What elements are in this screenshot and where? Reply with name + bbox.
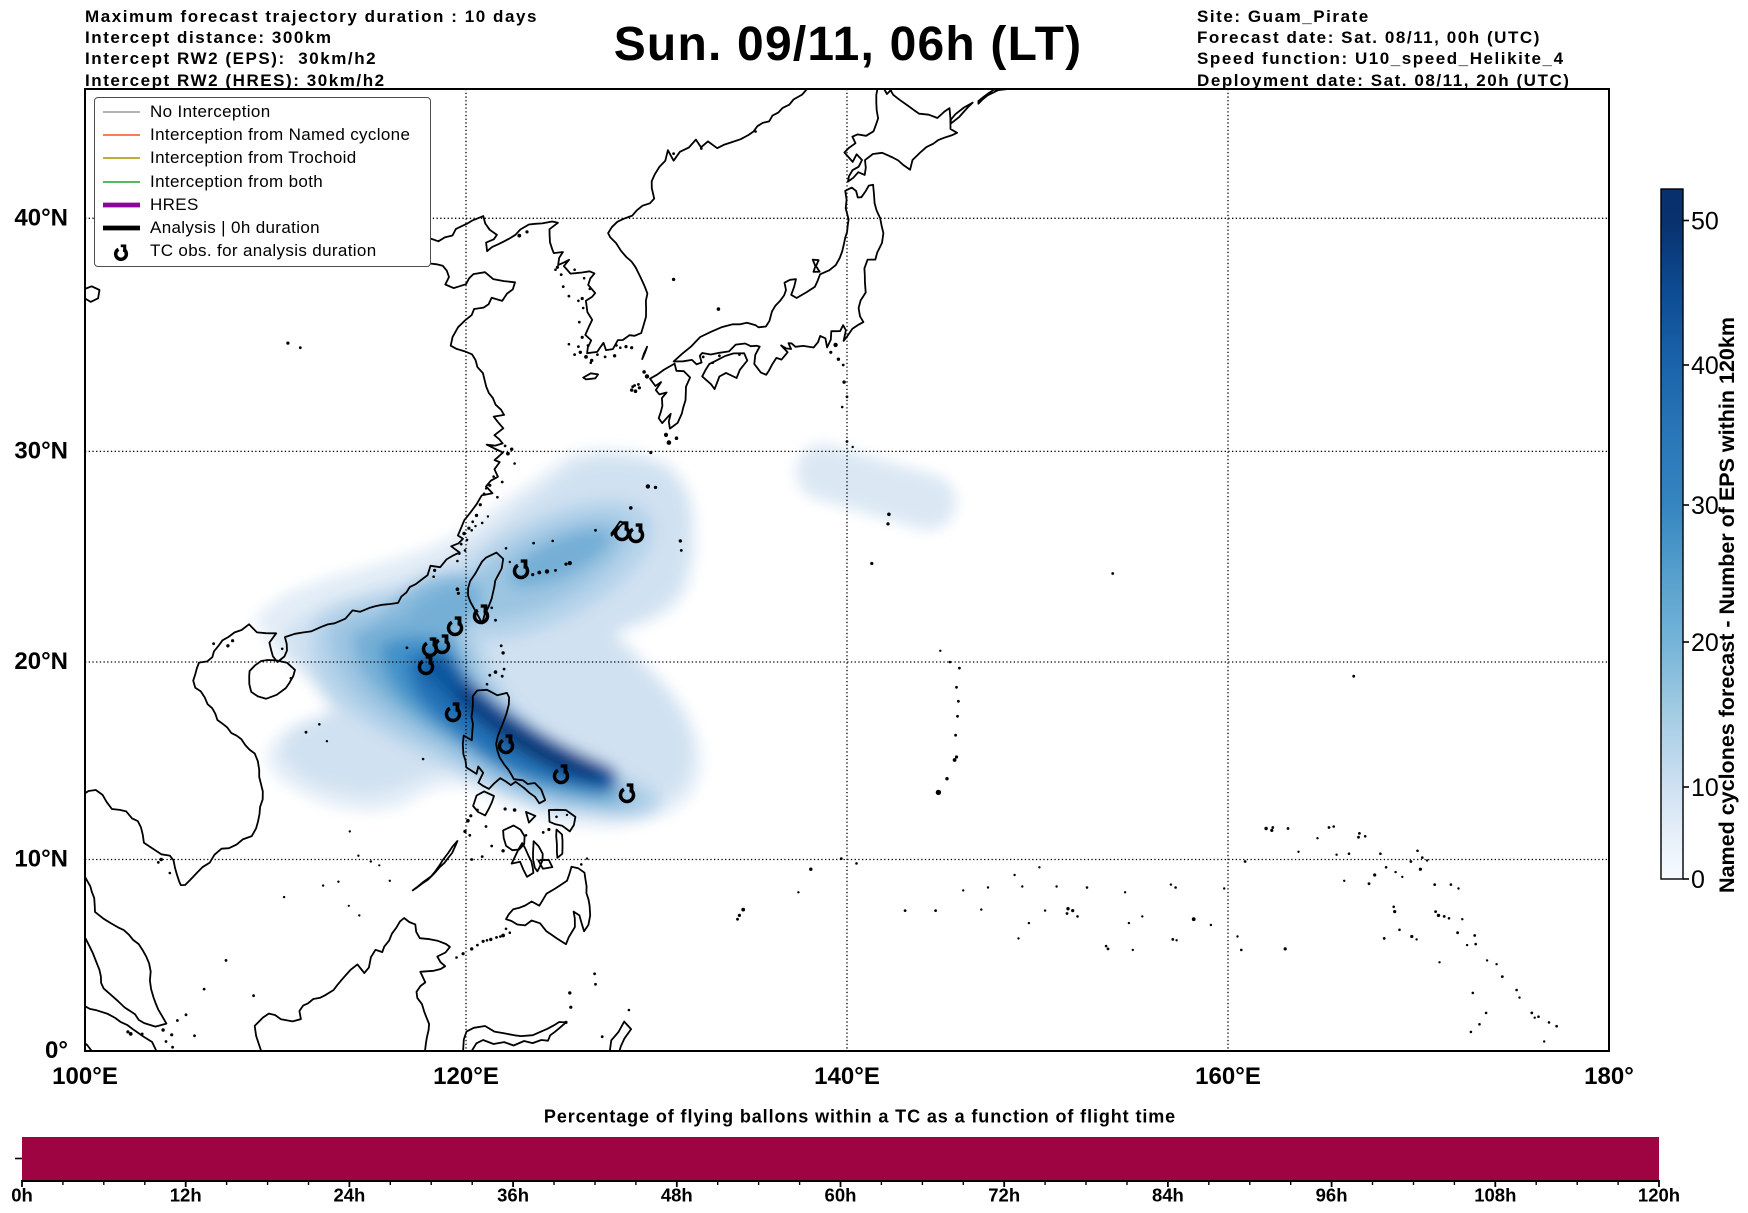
svg-text:10°N: 10°N: [14, 846, 68, 873]
svg-text:84h: 84h: [1152, 1185, 1184, 1206]
svg-text:30: 30: [1691, 492, 1719, 520]
svg-text:160°E: 160°E: [1195, 1063, 1261, 1090]
svg-text:120h: 120h: [1638, 1185, 1680, 1206]
svg-text:0h: 0h: [11, 1185, 33, 1206]
svg-text:100°E: 100°E: [52, 1063, 118, 1090]
svg-text:12h: 12h: [170, 1185, 202, 1206]
svg-text:48h: 48h: [661, 1185, 693, 1206]
svg-text:Percentage of flying ballons w: Percentage of flying ballons within a TC…: [544, 1107, 1176, 1127]
svg-text:10: 10: [1691, 774, 1719, 802]
svg-text:36h: 36h: [497, 1185, 529, 1206]
svg-text:108h: 108h: [1474, 1185, 1516, 1206]
svg-text:30°N: 30°N: [14, 437, 68, 464]
svg-text:20°N: 20°N: [14, 648, 68, 675]
svg-text:0°: 0°: [45, 1037, 68, 1064]
svg-text:120°E: 120°E: [433, 1063, 499, 1090]
svg-text:96h: 96h: [1316, 1185, 1348, 1206]
svg-text:50: 50: [1691, 208, 1719, 236]
svg-text:40: 40: [1691, 352, 1719, 380]
svg-text:72h: 72h: [988, 1185, 1020, 1206]
svg-text:24h: 24h: [333, 1185, 365, 1206]
svg-text:180°: 180°: [1584, 1063, 1634, 1090]
svg-text:Sun. 09/11, 06h (LT): Sun. 09/11, 06h (LT): [614, 18, 1083, 71]
svg-text:140°E: 140°E: [814, 1063, 880, 1090]
svg-text:40°N: 40°N: [14, 204, 68, 231]
svg-text:Named cyclones forecast - Numb: Named cyclones forecast - Number of EPS …: [1715, 317, 1739, 893]
svg-text:0: 0: [1691, 866, 1705, 894]
svg-text:60h: 60h: [825, 1185, 857, 1206]
svg-text:20: 20: [1691, 629, 1719, 657]
